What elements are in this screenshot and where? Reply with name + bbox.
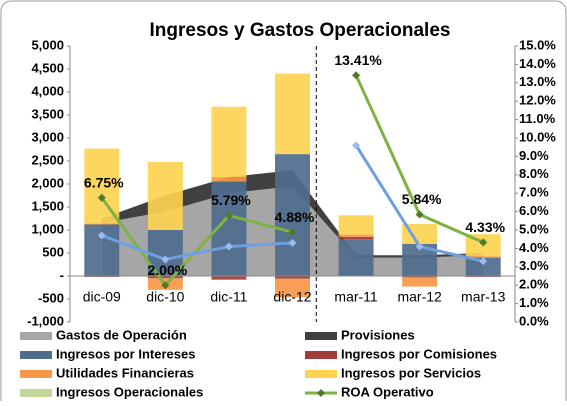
bar [338,215,374,235]
data-label: 4.88% [275,209,315,225]
y2-tick-label: 1.0% [519,295,549,310]
bar [211,106,247,178]
bar [275,276,310,279]
chart-title: Ingresos y Gastos Operacionales [150,20,451,41]
data-label: 13.41% [334,52,382,68]
bar [275,154,310,276]
bar [338,234,374,237]
marker [97,231,106,240]
bar [402,277,438,287]
bar [147,161,183,230]
bar [338,239,374,276]
marker [224,211,233,220]
marker [479,257,488,266]
y-tick-label: -500 [38,290,64,305]
y2-tick-label: 13.0% [519,74,556,89]
bar [211,177,247,182]
data-label: 2.00% [148,262,188,278]
legend-label: Provisiones [341,327,415,342]
y2-tick-label: 6.0% [519,203,549,218]
data-label: 4.33% [465,219,505,235]
y-tick-label: 1,500 [31,198,64,213]
legend-swatch [305,370,337,378]
marker [352,71,361,80]
y-tick-label: 4,500 [31,60,64,75]
bar [84,148,120,224]
marker [161,281,170,290]
x-tick-label: dic-09 [83,289,121,305]
marker [415,242,424,251]
legend-label: Utilidades Financieras [56,365,194,380]
y2-tick-label: 0.0% [519,313,549,328]
y2-tick-label: 2.0% [519,277,549,292]
bar [402,224,438,244]
legend-swatch [20,370,52,378]
legend-label: Ingresos por Intereses [56,346,195,361]
y-tick-label: 4,000 [31,83,64,98]
bar [465,256,501,258]
x-tick-label: dic-10 [146,289,184,305]
y2-tick-label: 11.0% [519,111,556,126]
legend-swatch [305,351,337,359]
y-tick-label: 3,000 [31,129,64,144]
y2-tick-label: 7.0% [519,185,549,200]
line [100,196,293,288]
y-tick-label: -1,000 [27,313,64,328]
marker [415,210,424,219]
data-label: 5.79% [211,192,251,208]
legend-label: Ingresos por Servicios [341,365,481,380]
y2-tick-label: 12.0% [519,93,556,108]
legend-label: ROA Operativo [341,384,434,399]
x-tick-label: dic-12 [273,289,311,305]
bar [275,73,310,155]
data-label: 5.84% [402,191,442,207]
bar [211,276,247,280]
legend-swatch [20,332,52,340]
marker [224,242,233,251]
area [101,170,484,258]
legend-swatch [20,351,52,359]
y2-tick-label: 9.0% [519,148,549,163]
legend-swatch [20,389,52,397]
y2-tick-label: 4.0% [519,240,549,255]
x-tick-label: mar-13 [461,289,506,305]
marker [479,238,488,247]
line [101,234,293,261]
marker [352,141,361,150]
bar [84,223,120,225]
bar [465,257,501,276]
marker [97,193,106,202]
bar [147,276,183,279]
bar [338,236,374,240]
bar [275,278,310,298]
y-tick-label: 1,000 [31,221,64,236]
y2-tick-label: 15.0% [519,37,556,52]
y2-tick-label: 10.0% [519,129,556,144]
legend-swatch [305,332,337,340]
legend-label: Gastos de Operación [56,327,187,342]
x-tick-label: dic-11 [210,289,247,305]
y-tick-label: 3,500 [31,106,64,121]
data-label: 6.75% [84,175,124,191]
legend-swatch [317,389,325,397]
y-tick-label: 2,000 [31,175,64,190]
y2-tick-label: 5.0% [519,221,549,236]
y-tick-label: 2,500 [31,152,64,167]
marker [288,228,297,237]
y-tick-label: 5,000 [31,37,64,52]
marker [288,238,297,247]
y-tick-label: - [60,267,64,282]
legend-label: Ingresos Operacionales [56,384,203,399]
bar [402,276,438,278]
y2-tick-label: 3.0% [519,258,549,273]
x-tick-label: mar-12 [397,289,442,305]
y2-tick-label: 8.0% [519,166,549,181]
legend-label: Ingresos por Comisiones [341,346,497,361]
marker [161,255,170,264]
x-tick-label: mar-11 [334,289,378,305]
y2-tick-label: 14.0% [519,56,556,71]
y-tick-label: 500 [42,244,64,259]
